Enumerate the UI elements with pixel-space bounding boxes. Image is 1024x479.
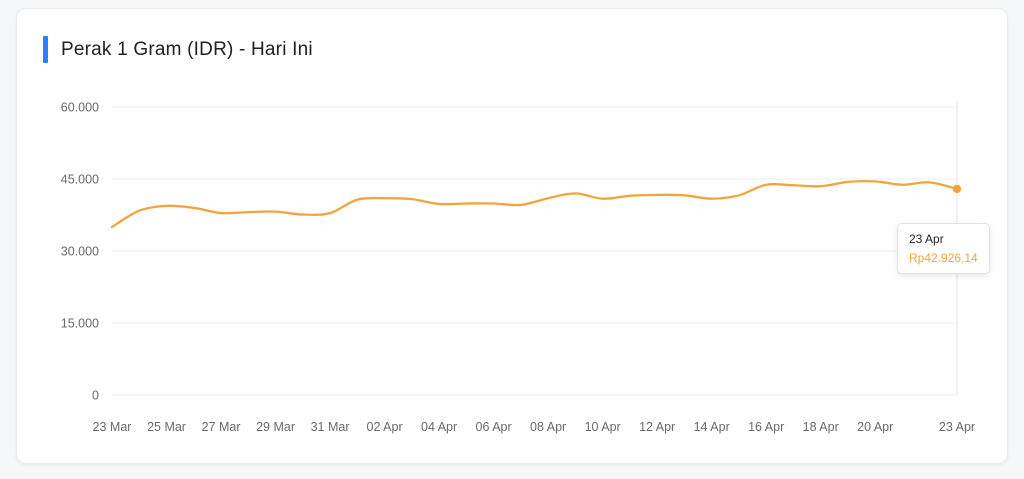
svg-text:0: 0 <box>92 389 99 403</box>
svg-text:08 Apr: 08 Apr <box>530 420 566 434</box>
svg-text:31 Mar: 31 Mar <box>311 420 350 434</box>
svg-text:18 Apr: 18 Apr <box>803 420 839 434</box>
title-accent-bar <box>43 36 48 63</box>
svg-text:27 Mar: 27 Mar <box>202 420 241 434</box>
svg-text:15.000: 15.000 <box>61 317 99 331</box>
chart-title: Perak 1 Gram (IDR) - Hari Ini <box>61 38 313 60</box>
svg-text:12 Apr: 12 Apr <box>639 420 675 434</box>
svg-text:45.000: 45.000 <box>61 173 99 187</box>
svg-text:04 Apr: 04 Apr <box>421 420 457 434</box>
chart-area[interactable]: 0 15.000 30.000 45.000 60.000 23 Mar 25 Mar 27 … <box>37 85 990 443</box>
svg-text:20 Apr: 20 Apr <box>857 420 893 434</box>
tooltip-value: Rp42.926,14 <box>909 251 978 265</box>
svg-text:16 Apr: 16 Apr <box>748 420 784 434</box>
svg-text:30.000: 30.000 <box>61 245 99 259</box>
svg-text:60.000: 60.000 <box>61 101 99 115</box>
tooltip-date: 23 Apr <box>909 232 944 246</box>
svg-text:14 Apr: 14 Apr <box>694 420 730 434</box>
svg-text:25 Mar: 25 Mar <box>147 420 186 434</box>
chart-card: Perak 1 Gram (IDR) - Hari Ini 0 15.000 30.… <box>16 8 1008 464</box>
card-header: Perak 1 Gram (IDR) - Hari Ini <box>17 9 1007 63</box>
chart-tooltip: 23 Apr Rp42.926,14 <box>897 223 990 274</box>
svg-text:23 Mar: 23 Mar <box>93 420 132 434</box>
svg-text:23 Apr: 23 Apr <box>939 420 975 434</box>
svg-text:06 Apr: 06 Apr <box>476 420 512 434</box>
svg-text:29 Mar: 29 Mar <box>256 420 295 434</box>
line-chart[interactable]: 0 15.000 30.000 45.000 60.000 23 Mar 25 Mar 27 … <box>37 85 987 443</box>
svg-text:10 Apr: 10 Apr <box>585 420 621 434</box>
svg-text:02 Apr: 02 Apr <box>367 420 403 434</box>
